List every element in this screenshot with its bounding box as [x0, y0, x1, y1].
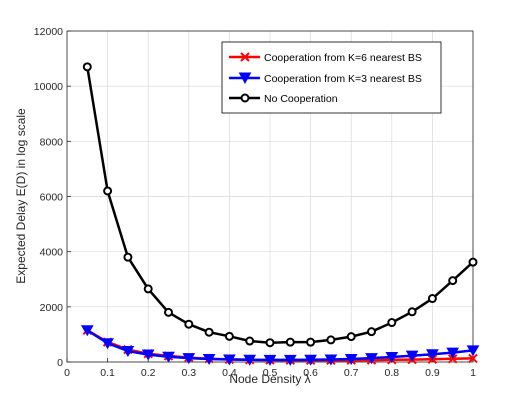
- data-point: [202, 353, 216, 365]
- x-tick-label: 1: [470, 367, 476, 379]
- data-point: [365, 353, 378, 365]
- y-axis-label: Expected Delay E(D) in log scale: [14, 108, 28, 284]
- data-point: [407, 307, 417, 317]
- data-point: [447, 354, 458, 364]
- data-point: [468, 257, 478, 267]
- data-point: [103, 186, 113, 196]
- y-tick-label: 10000: [34, 81, 63, 93]
- data-point: [164, 307, 173, 317]
- legend-label-k6: Cooperation from K=6 nearest BS: [264, 52, 422, 64]
- data-point: [184, 319, 194, 329]
- data-point: [243, 354, 257, 366]
- data-point: [344, 353, 358, 365]
- data-point: [80, 325, 94, 337]
- x-tick-label: 0.6: [303, 367, 318, 379]
- data-point: [143, 284, 153, 294]
- data-point: [448, 276, 458, 286]
- legend-label-no-coop: No Cooperation: [264, 93, 338, 105]
- legend-item-k3: Cooperation from K=3 nearest BS: [229, 72, 422, 85]
- data-point: [245, 336, 255, 346]
- data-point: [123, 252, 133, 262]
- data-point: [141, 349, 155, 361]
- y-tick-label: 12000: [34, 26, 63, 38]
- data-point: [326, 335, 336, 345]
- y-tick-label: 0: [57, 357, 63, 369]
- x-tick-label: 0: [64, 367, 70, 379]
- data-point: [121, 345, 135, 357]
- data-point: [223, 354, 236, 366]
- x-tick-label: 0.8: [384, 367, 399, 379]
- data-point: [306, 337, 316, 347]
- data-point: [285, 337, 295, 347]
- x-tick-label: 0.9: [425, 367, 440, 379]
- x-axis-label: Node Density λ: [229, 372, 310, 386]
- data-point: [468, 353, 478, 364]
- data-point: [265, 338, 275, 348]
- legend-item-no-coop: No Cooperation: [229, 93, 338, 105]
- x-tick-label: 0.4: [222, 367, 237, 379]
- data-point: [182, 353, 196, 365]
- y-tick-label: 2000: [40, 302, 64, 314]
- data-point: [466, 345, 480, 357]
- x-tick-label: 0.2: [141, 367, 156, 379]
- legend: Cooperation from K=6 nearest BS Cooperat…: [221, 41, 442, 114]
- x-tick-label: 0.5: [263, 367, 278, 379]
- x-tick-label: 0.7: [344, 367, 359, 379]
- data-point: [304, 354, 317, 366]
- y-tick-label: 8000: [40, 136, 64, 148]
- series-1: [80, 325, 480, 366]
- data-point: [346, 332, 356, 342]
- data-point: [367, 327, 376, 337]
- data-point: [101, 338, 114, 350]
- x-tick-label: 0.1: [100, 367, 115, 379]
- data-point: [387, 318, 397, 328]
- data-point: [324, 354, 338, 366]
- x-axis: 0 0.1 0.2 0.3 0.4 0.5 0.6 0.7 0.8 0.9 1: [64, 358, 476, 379]
- data-point: [283, 354, 297, 366]
- data-point: [426, 349, 439, 361]
- data-point: [263, 354, 277, 366]
- data-point: [427, 294, 437, 304]
- x-tick-label: 0.3: [181, 367, 196, 379]
- legend-label-k3: Cooperation from K=3 nearest BS: [264, 73, 422, 85]
- data-point: [82, 62, 92, 72]
- series-line: [86, 329, 474, 362]
- legend-item-k6: Cooperation from K=6 nearest BS: [229, 52, 422, 64]
- data-point: [162, 351, 175, 363]
- data-point: [446, 347, 460, 359]
- series-2: [82, 62, 478, 348]
- data-point: [405, 350, 419, 362]
- y-axis: 0 2000 4000 6000 8000 10000 12000: [34, 26, 71, 369]
- series-0: [82, 325, 478, 365]
- y-tick-label: 6000: [40, 192, 64, 204]
- data-point: [224, 331, 234, 341]
- y-tick-label: 4000: [40, 247, 64, 259]
- series-layer: [80, 62, 480, 366]
- data-point: [204, 327, 214, 337]
- data-point: [385, 352, 399, 364]
